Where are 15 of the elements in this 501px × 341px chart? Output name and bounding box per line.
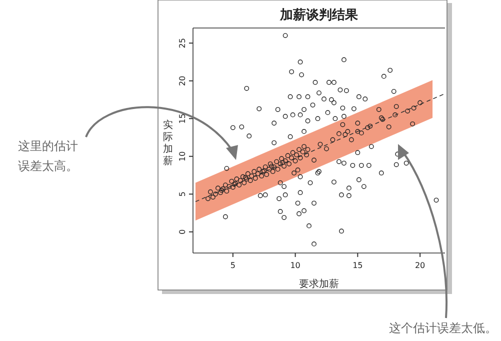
text: 这里的估计误差太高。 (18, 139, 78, 173)
y-tick-label: 5 (178, 192, 187, 197)
x-tick-label: 10 (290, 261, 300, 270)
y-axis-title: 实际加薪 (163, 119, 173, 167)
x-tick-label: 20 (414, 261, 426, 270)
y-tick-label: 15 (178, 114, 187, 124)
x-tick-label: 15 (352, 261, 363, 270)
y-tick-label: 10 (178, 151, 187, 162)
x-axis-title: 要求加薪 (299, 278, 339, 290)
text: 这个估计误差太低。 (389, 321, 497, 335)
y-tick-label: 20 (178, 76, 187, 86)
x-tick-label: 5 (230, 261, 236, 270)
chart-title: 加薪谈判结果 (279, 7, 359, 23)
y-tick-label: 0 (178, 229, 187, 234)
y-tick-label: 25 (178, 38, 187, 48)
